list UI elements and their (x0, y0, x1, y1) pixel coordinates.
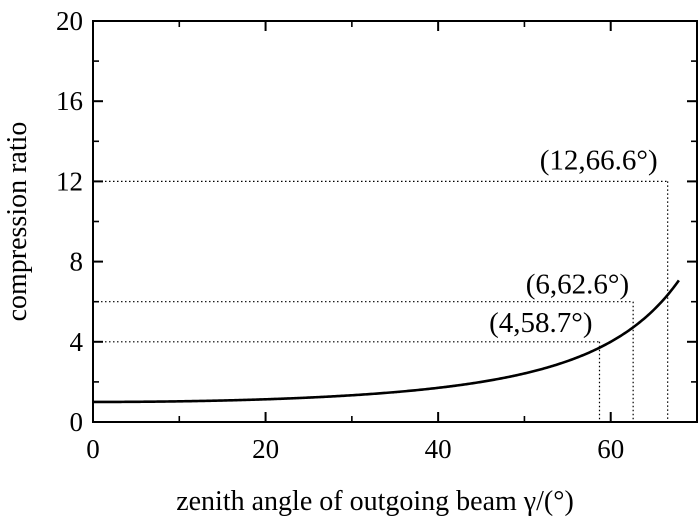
x-tick-label: 20 (252, 434, 279, 464)
x-tick-label: 0 (86, 434, 100, 464)
annotation-label: (6,62.6°) (526, 269, 629, 301)
y-tick-label: 0 (70, 407, 84, 437)
tick-labels: 0 20 40 60 0 4 8 12 16 20 (56, 6, 624, 464)
annotation-label: (12,66.6°) (540, 144, 658, 176)
axis-ticks (92, 20, 697, 423)
y-tick-label: 20 (56, 6, 83, 36)
x-axis-label: zenith angle of outgoing beam γ/(°) (176, 486, 574, 517)
annotations: (4,58.7°) (6,62.6°) (12,66.6°) (489, 144, 658, 338)
y-axis-label: compression ratio (2, 122, 33, 322)
x-tick-label: 60 (597, 434, 624, 464)
y-tick-label: 16 (56, 86, 83, 116)
annotation-label: (4,58.7°) (489, 307, 592, 339)
guide-lines (93, 180, 669, 422)
y-tick-label: 12 (56, 166, 83, 196)
y-tick-label: 4 (70, 327, 84, 357)
plot-frame (92, 20, 698, 423)
series-line (93, 279, 680, 404)
x-tick-label: 40 (425, 434, 452, 464)
y-tick-label: 8 (70, 247, 84, 277)
